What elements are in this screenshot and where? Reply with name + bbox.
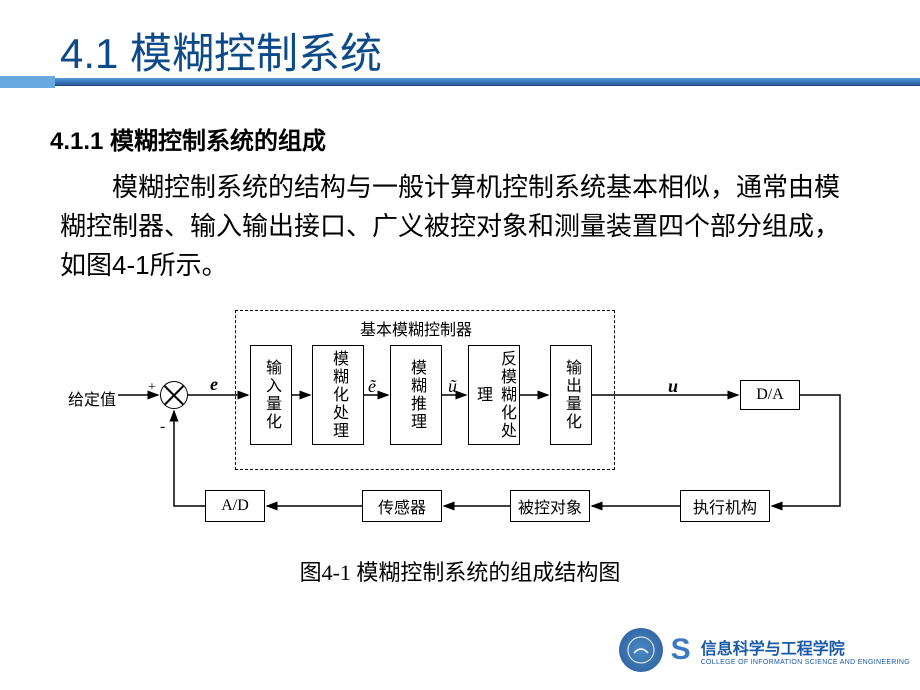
section-subtitle: 4.1.1 模糊控制系统的组成 [50, 121, 870, 156]
block-ad: A/D [205, 490, 265, 522]
college-name: 信息科学与工程学院 COLLEGE OF INFORMATION SCIENCE… [701, 635, 910, 666]
footer-logo: S 信息科学与工程学院 COLLEGE OF INFORMATION SCIEN… [619, 628, 910, 672]
block-defuzzify: 反模糊化处理 [468, 345, 520, 445]
block-fuzzify: 模糊化处理 [312, 345, 364, 445]
figure-caption: 图4-1 模糊控制系统的组成结构图 [50, 555, 870, 587]
block-sensor: 传感器 [362, 490, 442, 522]
block-diagram: 基本模糊控制器 给定值 + - e ẽ ũ u 输入量化 模糊化处理 模糊推理 … [50, 290, 870, 550]
page-title: 4.1 模糊控制系统 [60, 20, 920, 81]
title-underline [0, 78, 920, 86]
signal-u-tilde: ũ [448, 376, 457, 397]
minus-sign: - [160, 418, 165, 436]
block-da: D/A [740, 380, 800, 410]
title-bar: 4.1 模糊控制系统 [0, 0, 920, 81]
block-actuator: 执行机构 [680, 490, 770, 522]
block-plant: 被控对象 [510, 490, 590, 522]
signal-e-tilde: ẽ [368, 376, 376, 397]
input-label: 给定值 [68, 386, 116, 410]
summing-junction [160, 381, 188, 409]
block-input-quant: 输入量化 [250, 345, 292, 445]
dashed-box-label: 基本模糊控制器 [360, 316, 472, 340]
signal-u: u [668, 376, 678, 397]
logo-s-icon: S [671, 633, 691, 667]
plus-sign: + [148, 380, 156, 396]
content-area: 4.1.1 模糊控制系统的组成 模糊控制系统的结构与一般计算机控制系统基本相似，… [0, 81, 920, 587]
signal-e: e [210, 374, 218, 395]
university-seal-icon [619, 628, 663, 672]
body-paragraph: 模糊控制系统的结构与一般计算机控制系统基本相似，通常由模糊控制器、输入输出接口、… [50, 168, 870, 285]
block-output-quant: 输出量化 [550, 345, 592, 445]
block-inference: 模糊推理 [390, 345, 442, 445]
